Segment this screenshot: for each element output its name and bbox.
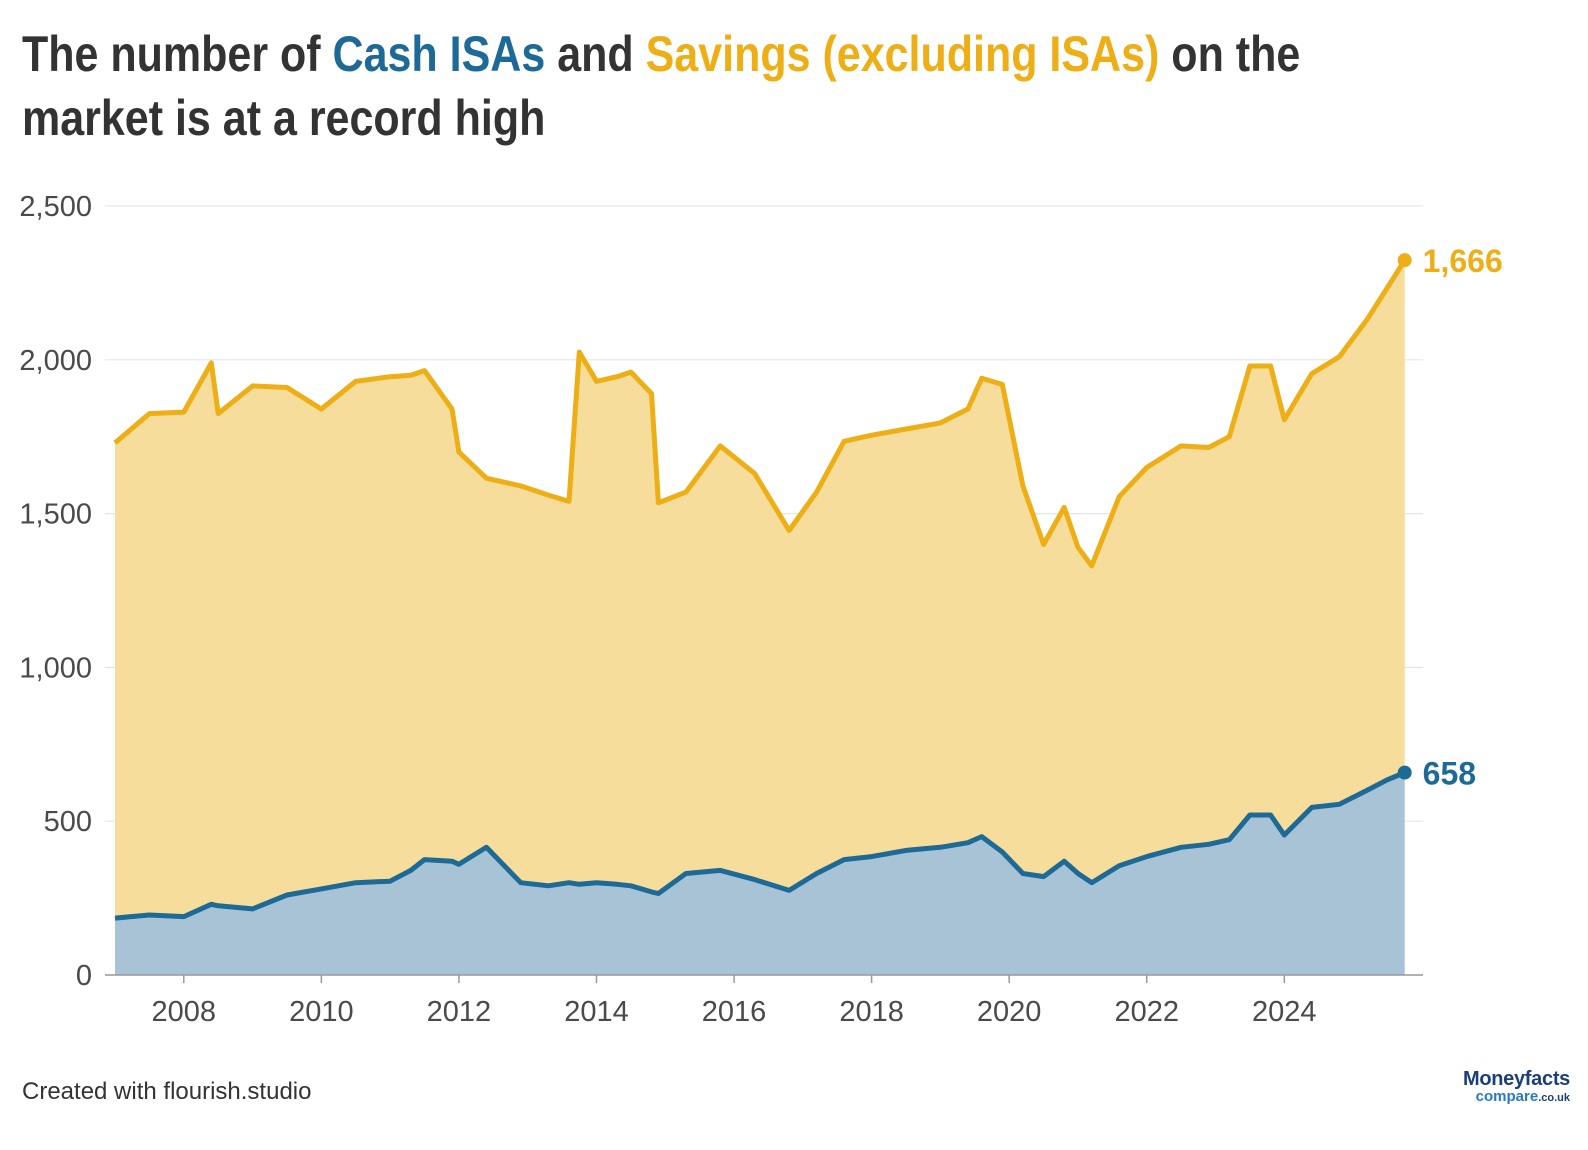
- x-tick-label: 2020: [977, 996, 1042, 1028]
- chart-title: The number of Cash ISAs and Savings (exc…: [22, 26, 1301, 146]
- y-tick-label: 0: [76, 960, 92, 992]
- cash-area: [115, 772, 1405, 975]
- savings-end-label: 1,666: [1423, 243, 1503, 279]
- y-axis: 0 500 1,000 1,500 2,000 2,500: [19, 191, 92, 992]
- logo-sub: compare: [1475, 1088, 1539, 1105]
- y-tick-label: 2,000: [19, 345, 92, 377]
- x-tick-label: 2018: [839, 996, 904, 1028]
- savings-end-marker: [1397, 253, 1412, 268]
- x-tick-label: 2016: [702, 996, 767, 1028]
- cash-line: [114, 770, 1406, 921]
- cash-end-marker: [1397, 765, 1412, 780]
- y-tick-label: 500: [44, 806, 92, 838]
- savings-line: [113, 258, 1407, 569]
- x-tick-label: 2014: [564, 996, 629, 1028]
- x-tick-label: 2008: [152, 996, 217, 1028]
- x-tick-label: 2024: [1252, 996, 1317, 1028]
- brand-logo: Moneyfacts compare.co.uk: [1462, 1068, 1570, 1107]
- logo-tld: .co.uk: [1538, 1092, 1570, 1104]
- area-chart: 0 500 1,000 1,500 2,000 2,500 2008 2010 2012 201…: [19, 191, 1503, 1028]
- y-tick-label: 1,000: [19, 652, 92, 684]
- footer-credit: Created with flourish.studio: [22, 1078, 312, 1105]
- x-axis: 2008 2010 2012 2014 2016 2018 2020 2022 2024: [152, 975, 1317, 1028]
- cash-end-label: 658: [1423, 756, 1476, 792]
- x-tick-label: 2022: [1114, 996, 1179, 1028]
- x-tick-label: 2010: [289, 996, 354, 1028]
- logo-brand: Moneyfacts: [1462, 1068, 1570, 1090]
- x-tick-label: 2012: [427, 996, 492, 1028]
- y-tick-label: 1,500: [19, 499, 92, 531]
- y-tick-label: 2,500: [19, 191, 92, 223]
- title-cash-series: Cash ISAs: [332, 26, 546, 82]
- title-savings-series: Savings (excluding ISAs): [645, 26, 1160, 82]
- savings-area: [115, 260, 1405, 919]
